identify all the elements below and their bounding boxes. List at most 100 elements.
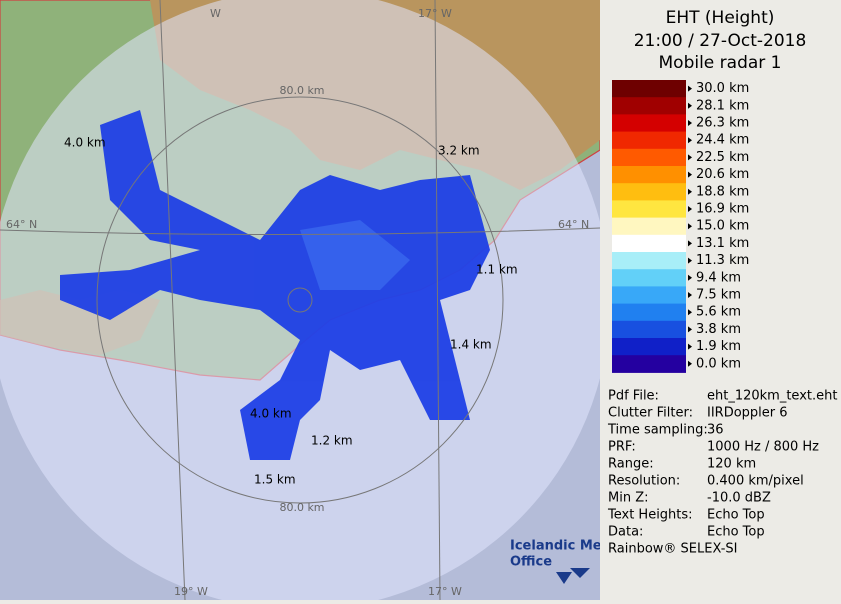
legend-label: 7.5 km — [696, 288, 741, 303]
legend-tick — [688, 137, 692, 144]
legend-label: 18.8 km — [696, 184, 749, 199]
info-value: eht_120km_text.eht — [707, 389, 837, 404]
legend-tick — [688, 171, 692, 178]
info-key: Time sampling: — [607, 423, 708, 438]
lon-label: 19° W — [174, 585, 208, 598]
time: 21:00 / 27-Oct-2018 — [634, 31, 807, 51]
range-label: 80.0 km — [279, 501, 324, 514]
echo-top-label: 1.2 km — [311, 434, 353, 448]
legend-label: 11.3 km — [696, 253, 749, 268]
legend-label: 24.4 km — [696, 133, 749, 148]
legend-tick — [688, 120, 692, 126]
legend-swatch — [612, 303, 686, 322]
echo-top-label: 1.4 km — [450, 338, 492, 352]
legend-label: 26.3 km — [696, 116, 749, 131]
legend-swatch — [612, 234, 686, 253]
info-value: Echo Top — [707, 525, 765, 540]
legend-tick — [688, 257, 692, 264]
legend-swatch — [612, 80, 686, 98]
logo-text: Office — [510, 555, 552, 570]
legend-tick — [688, 326, 692, 333]
info-value: 120 km — [707, 457, 756, 472]
map: 80.0 km 80.0 km 64° N 64° N W 17° W 19° … — [0, 0, 608, 600]
latitude-line — [0, 227, 600, 236]
legend-tick — [688, 343, 692, 350]
logo-text: Icelandic Met — [510, 539, 608, 554]
echoes — [60, 110, 490, 460]
legend-swatch — [612, 97, 686, 115]
lon-label: 17° W — [428, 585, 462, 598]
lon-label: 17° W — [418, 7, 452, 20]
legend-swatch — [612, 131, 686, 150]
legend-swatch — [612, 320, 686, 339]
info-key: Resolution: — [608, 474, 680, 489]
legend-label: 3.8 km — [696, 322, 741, 337]
radar-name: Mobile radar 1 — [659, 53, 782, 73]
legend-tick — [688, 274, 692, 281]
echo-top-label: 3.2 km — [438, 144, 480, 158]
logo-icon — [556, 568, 590, 584]
legend-swatch — [612, 166, 686, 184]
echo-top-label: 1.1 km — [476, 263, 518, 277]
info-value: 36 — [707, 423, 724, 438]
lat-label: 64° N — [6, 218, 37, 231]
legend-label: 1.9 km — [696, 339, 741, 354]
legend-tick — [688, 188, 692, 195]
info-key: Min Z: — [608, 491, 649, 506]
echo-top-label: 4.0 km — [64, 136, 106, 150]
legend-tick — [688, 102, 692, 109]
legend-swatch — [612, 200, 686, 219]
legend-tick — [688, 223, 692, 230]
grid — [0, 0, 600, 600]
info-key: PRF: — [608, 440, 636, 455]
legend-swatch — [612, 148, 686, 167]
longitude-line — [434, 0, 441, 600]
legend-swatch — [612, 217, 686, 236]
legend-tick — [688, 154, 692, 161]
legend-label: 30.0 km — [696, 81, 749, 96]
info-key: Text Heights: — [607, 508, 693, 523]
title: EHT (Height) — [666, 8, 775, 28]
legend-label: 20.6 km — [696, 167, 749, 182]
legend-tick — [688, 292, 692, 298]
info-key: Range: — [608, 457, 654, 472]
legend-label: 22.5 km — [696, 150, 749, 165]
legend-tick — [688, 206, 692, 212]
legend-swatch — [612, 269, 686, 287]
legend-label: 13.1 km — [696, 236, 749, 251]
info-value: 0.400 km/pixel — [707, 474, 804, 489]
info-value: Echo Top — [707, 508, 765, 523]
info-key: Data: — [608, 525, 643, 540]
info-key: Pdf File: — [608, 389, 659, 404]
range-label: 80.0 km — [279, 84, 324, 97]
longitude-line — [159, 0, 186, 600]
legend-swatch — [612, 355, 686, 373]
legend-label: 5.6 km — [696, 305, 741, 320]
legend: 30.0 km 28.1 km 26.3 km 24.4 km 22.5 km 20.6 … — [612, 80, 749, 373]
info-value: IIRDoppler 6 — [707, 406, 788, 421]
legend-swatch — [612, 338, 686, 356]
info-value: -10.0 dBZ — [707, 491, 771, 506]
echo-top-label: 1.5 km — [254, 473, 296, 487]
legend-label: 16.9 km — [696, 202, 749, 217]
echo — [300, 220, 410, 290]
legend-tick — [688, 360, 692, 367]
legend-label: 28.1 km — [696, 98, 749, 113]
legend-tick — [688, 240, 692, 247]
range-ring — [96, 96, 504, 504]
legend-swatch — [612, 252, 686, 270]
legend-label: 0.0 km — [696, 356, 741, 371]
info-key: Clutter Filter: — [608, 406, 693, 421]
legend-swatch — [612, 286, 686, 305]
legend-label: 15.0 km — [696, 219, 749, 234]
echo-top-label: 4.0 km — [250, 407, 292, 421]
info-value: 1000 Hz / 800 Hz — [707, 440, 819, 455]
legend-swatch — [612, 114, 686, 133]
lon-label: W — [210, 7, 221, 20]
range-ring — [287, 287, 313, 313]
footer: Rainbow® SELEX-SI — [608, 542, 738, 557]
legend-tick — [688, 309, 692, 316]
lat-label: 64° N — [558, 218, 589, 231]
